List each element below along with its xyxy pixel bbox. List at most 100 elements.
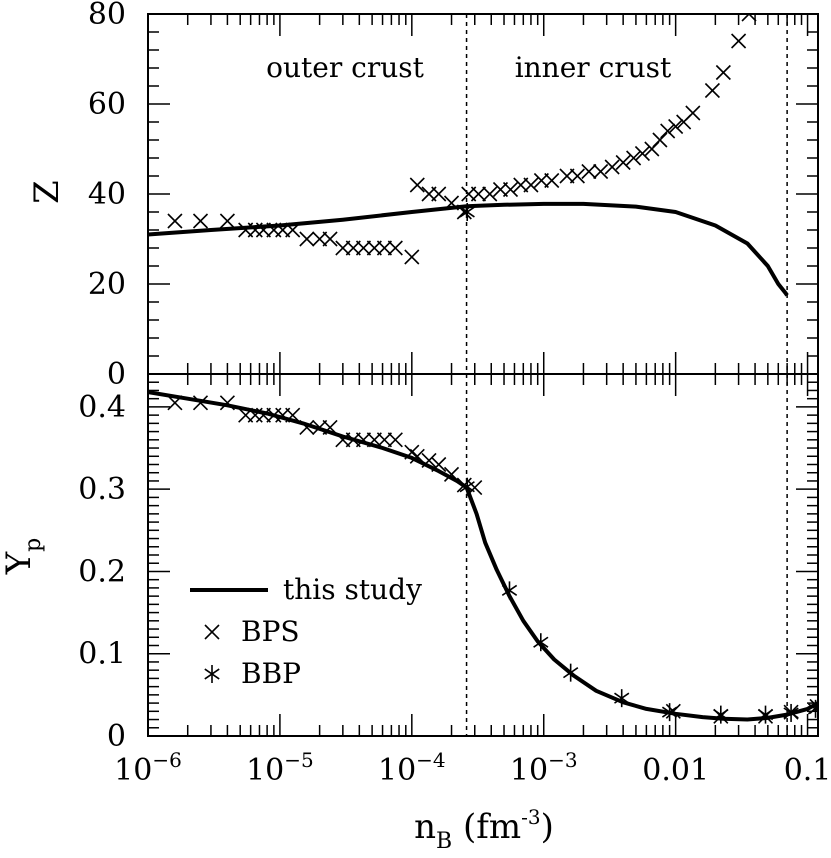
yp-base: Y (0, 551, 39, 575)
top-bps-point-stroke (502, 181, 519, 198)
top-bps-point (387, 240, 403, 256)
top-bps-point-stroke (456, 204, 472, 220)
bottom-bps-point-stroke (665, 703, 681, 719)
top-bps-point-stroke (634, 145, 650, 162)
top-bps-point (192, 213, 209, 229)
top-y-tick-label: 80 (88, 0, 126, 32)
bottom-y-tick-label: 0.3 (78, 472, 126, 507)
top-bps-point-stroke (544, 172, 560, 189)
bottom-bps-point (247, 407, 263, 423)
bottom-bps-point (421, 452, 437, 468)
top-bps-point-stroke (668, 118, 684, 135)
legend-x-symbol-stroke (204, 624, 220, 640)
top-y-tick-label: 20 (88, 267, 126, 302)
bottom-bps-point (467, 479, 483, 496)
bottom-y-tick-label: 0.1 (78, 637, 126, 672)
bottom-bbp-point (783, 703, 799, 722)
legend-label-this-study: this study (283, 573, 422, 606)
top-bps-point (247, 222, 263, 238)
top-bps-point-stroke (299, 231, 315, 247)
legend-bps-marker (204, 624, 220, 640)
x-tick-label: 10−4 (378, 748, 446, 788)
top-bps-point (322, 231, 338, 247)
top-bps-point-stroke (443, 195, 460, 211)
bottom-bbp-point (807, 699, 818, 718)
top-bps-point (355, 240, 372, 256)
bottom-bps-point-stroke (247, 407, 263, 423)
legend-x-symbol (204, 624, 220, 640)
bottom-bps-point (299, 419, 315, 436)
outer-crust-label: outer crust (266, 51, 424, 84)
top-bps-point (219, 213, 235, 229)
top-bps-point (482, 186, 498, 202)
top-bps-point (634, 145, 650, 162)
bottom-panel-series (148, 390, 818, 724)
x-tick-label: 10−3 (510, 748, 578, 788)
top-bps-point-stroke (482, 186, 498, 202)
top-bps-point-stroke (569, 168, 585, 184)
legend: this study BPS BBP (190, 573, 422, 690)
top-bps-point-stroke (715, 64, 731, 81)
bottom-bbp-point (563, 663, 579, 682)
top-bps-point-stroke (660, 123, 676, 139)
bottom-bps-point-stroke (409, 448, 425, 464)
top-bps-point (604, 159, 620, 175)
bottom-bps-point (387, 432, 403, 448)
legend-asterisk-symbol (204, 665, 220, 683)
top-bps-point-stroke (626, 150, 642, 166)
bottom-bps-point-stroke (192, 395, 209, 411)
top-bps-point (431, 186, 447, 202)
top-bps-point-stroke (167, 213, 183, 229)
top-panel-border (147, 13, 819, 375)
top-bps-point-stroke (409, 177, 425, 193)
x-axis-title: nB (fm-3) (414, 805, 554, 854)
top-bps-point-stroke (192, 213, 209, 229)
unit-sup: -3 (521, 805, 540, 829)
unit-pre: (fm (463, 807, 521, 847)
top-bps-point-stroke (704, 82, 720, 99)
top-bps-point (404, 249, 420, 265)
x-tick-label: 0.01 (642, 753, 709, 788)
bottom-bps-point (219, 395, 235, 411)
top-bps-point-stroke (615, 154, 631, 171)
bottom-bps-point (376, 432, 393, 448)
top-panel-series (148, 14, 789, 297)
bottom-y-tick-label: 0.4 (78, 390, 126, 425)
bottom-bps-point-stroke (404, 444, 420, 460)
top-y-axis-title: Z (27, 180, 67, 204)
bottom-bps-point (409, 448, 425, 464)
legend-label-bbp: BBP (241, 657, 301, 690)
bottom-bbp-point (713, 705, 729, 724)
bottom-bps-point-stroke (219, 395, 235, 411)
bottom-bps-point-stroke (467, 479, 483, 496)
top-bps-point-stroke (322, 231, 338, 247)
svg-text:Yp: Yp (0, 538, 46, 576)
top-bps-point (470, 186, 487, 202)
x-tick-label: 10−5 (246, 748, 314, 788)
legend-bbp-marker (204, 665, 220, 683)
bottom-bbp-point (614, 689, 630, 708)
top-bps-point (615, 154, 631, 171)
top-bps-point (704, 82, 720, 99)
top-panel-frame (147, 13, 819, 375)
bottom-bbp-point (757, 705, 774, 724)
top-bps-point (652, 132, 668, 148)
top-bps-point (299, 231, 315, 247)
top-bps-point (660, 123, 676, 139)
bottom-bps-point (443, 466, 460, 482)
top-bps-point (569, 168, 585, 184)
bottom-bbp-point (459, 477, 475, 496)
top-bps-point (456, 204, 472, 220)
top-bps-point-stroke (355, 240, 372, 256)
top-bps-point-stroke (376, 240, 393, 256)
top-bps-point-stroke (581, 163, 597, 180)
top-bps-point-stroke (741, 14, 751, 22)
top-bps-point (502, 181, 519, 198)
top-bps-point-stroke (652, 132, 668, 148)
bottom-y-axis-title: Yp (0, 538, 46, 576)
bottom-bbp-point (533, 633, 549, 652)
top-bps-point (285, 222, 301, 238)
nb-base: n (414, 807, 436, 847)
bottom-bps-point-stroke (355, 432, 372, 448)
top-bps-point (544, 172, 560, 189)
